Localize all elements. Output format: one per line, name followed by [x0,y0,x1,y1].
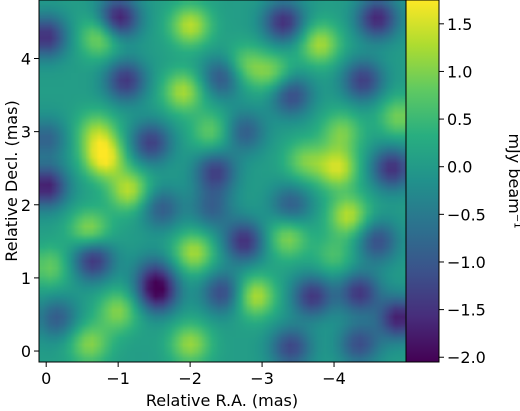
colorbar-tick-label: 0.0 [447,158,472,177]
colorbar-tick-label: −1.5 [447,301,486,320]
y-tick-label: 3 [21,123,31,142]
colorbar-ticks: 1.5 1.0 0.5 0.0 −0.5 −1.0 −1.5 −2.0 [439,15,486,367]
colorbar-tick-label: −2.0 [447,348,486,367]
y-axis-ticks: 0 1 2 3 4 [21,50,39,361]
y-tick-label: 4 [21,50,31,69]
colorbar-tick-label: 1.5 [447,15,472,34]
colorbar-tick-label: 0.5 [447,110,472,129]
x-tick-label: −4 [322,369,346,388]
colorbar-tick-label: 1.0 [447,62,472,81]
intensity-heatmap [39,0,406,362]
y-axis-label: Relative Decl. (mas) [2,100,21,261]
colorbar-tick-label: −1.0 [447,253,486,272]
x-tick-label: −1 [106,369,130,388]
y-tick-label: 0 [21,342,31,361]
y-tick-label: 2 [21,196,31,215]
x-tick-label: −2 [178,369,202,388]
colorbar [405,0,440,363]
x-tick-label: −3 [250,369,274,388]
colorbar-tick-label: −0.5 [447,205,486,224]
y-tick-label: 1 [21,269,31,288]
x-axis-ticks: 0 −1 −2 −3 −4 [41,362,346,388]
x-axis-label: Relative R.A. (mas) [146,391,298,410]
x-tick-label: 0 [41,369,51,388]
colorbar-label: mJy beam⁻¹ [505,133,520,228]
